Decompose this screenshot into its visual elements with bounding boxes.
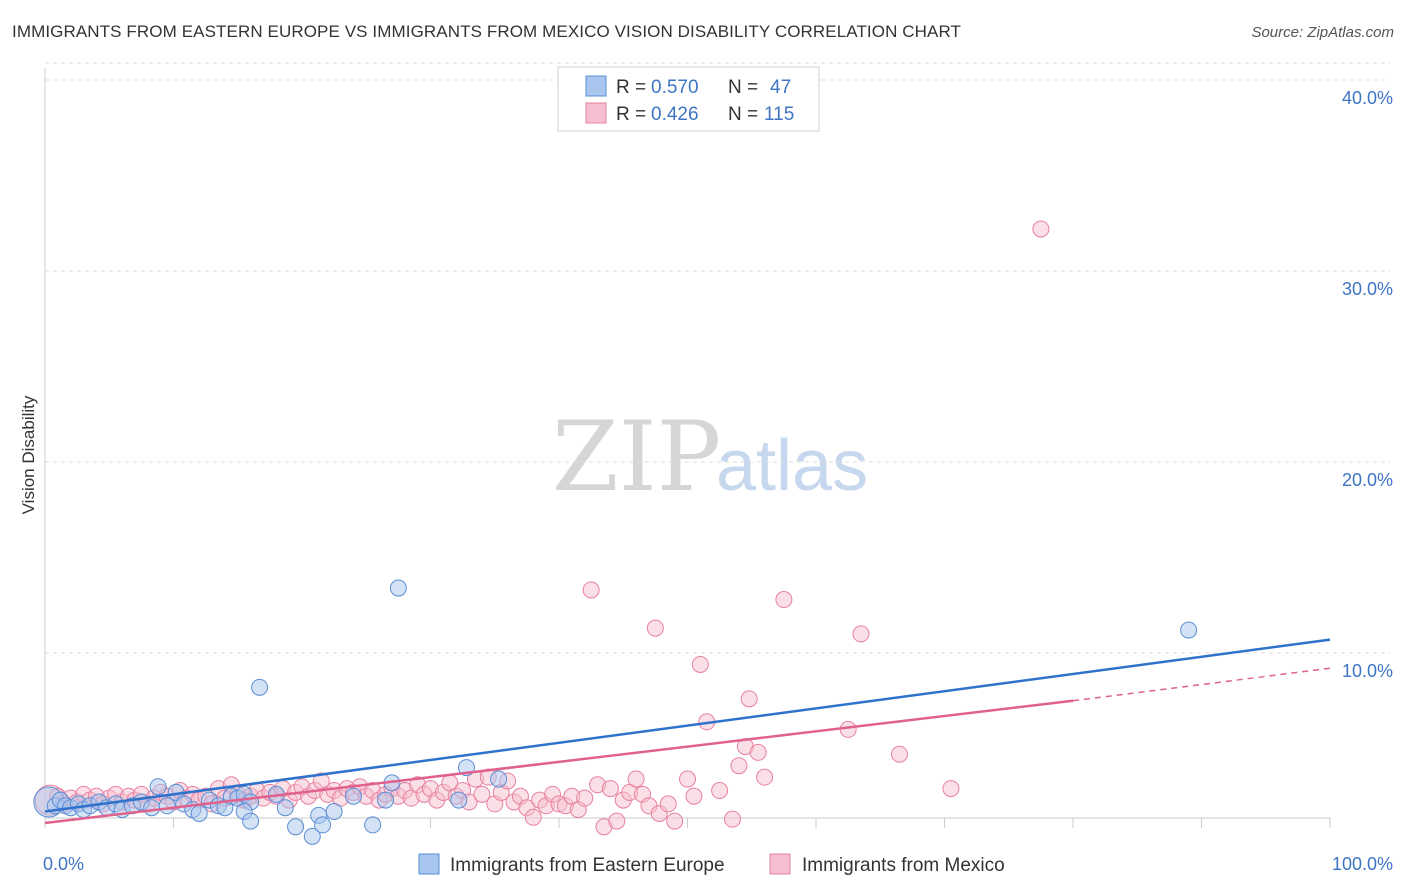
axes <box>44 68 1331 828</box>
point-mexico <box>601 780 619 798</box>
series-legend-swatch-pink <box>769 853 791 875</box>
source-label: Source: ZipAtlas.com <box>1251 24 1394 41</box>
point-eastern-europe <box>303 827 321 845</box>
point-eastern-europe <box>377 791 395 809</box>
point-eastern-europe <box>276 799 294 817</box>
point-eastern-europe <box>242 812 260 830</box>
point-eastern-europe <box>490 770 508 788</box>
legend-r-label-pink: R = <box>616 104 646 125</box>
point-mexico <box>756 768 774 786</box>
legend-n-value-pink: 115 <box>764 104 794 125</box>
point-mexico <box>852 625 870 643</box>
series-legend-label-mexico: Immigrants from Mexico <box>802 855 1005 876</box>
series-legend: Immigrants from Eastern Europe Immigrant… <box>418 853 1005 876</box>
point-mexico <box>685 787 703 805</box>
point-eastern-europe <box>149 778 167 796</box>
point-mexico <box>723 810 741 828</box>
point-mexico <box>627 770 645 788</box>
legend-r-value-blue: 0.570 <box>651 77 699 98</box>
point-mexico <box>473 785 491 803</box>
x-tick-label: 0.0% <box>43 854 84 874</box>
point-mexico <box>576 789 594 807</box>
point-mexico <box>582 581 600 599</box>
point-mexico <box>666 812 684 830</box>
legend-n-value-blue: 47 <box>770 77 791 98</box>
point-mexico <box>1032 220 1050 238</box>
point-mexico <box>524 808 542 826</box>
y-tick-label: 20.0% <box>1342 470 1393 490</box>
trendline-mexico-extension <box>1072 667 1331 702</box>
legend-swatch-blue <box>585 75 607 97</box>
point-mexico <box>749 743 767 761</box>
point-mexico <box>646 619 664 637</box>
watermark-zip: ZIP <box>552 401 721 513</box>
legend-n-label-pink: N = <box>728 104 758 125</box>
point-mexico <box>775 591 793 609</box>
series-eastern-europe-points <box>33 579 1198 845</box>
point-eastern-europe <box>344 787 362 805</box>
trendline-mexico <box>44 699 1074 825</box>
trendline-eastern-europe <box>44 638 1331 813</box>
point-mexico <box>740 690 758 708</box>
stats-legend: R = 0.570 N = 47 R = 0.426 N = 115 <box>557 66 820 132</box>
point-eastern-europe <box>389 579 407 597</box>
point-eastern-europe <box>143 799 161 817</box>
point-eastern-europe <box>325 803 343 821</box>
y-tick-label: 10.0% <box>1342 661 1393 681</box>
point-eastern-europe <box>364 816 382 834</box>
point-mexico <box>679 770 696 788</box>
point-eastern-europe <box>314 816 332 834</box>
trend-lines <box>44 638 1331 825</box>
y-tick-label: 40.0% <box>1342 88 1393 108</box>
point-eastern-europe <box>287 818 305 836</box>
point-mexico <box>608 812 626 830</box>
watermark-atlas: atlas <box>716 426 868 506</box>
y-tick-label: 30.0% <box>1342 279 1393 299</box>
chart-title: IMMIGRANTS FROM EASTERN EUROPE VS IMMIGR… <box>12 22 962 41</box>
point-eastern-europe <box>450 791 468 809</box>
point-eastern-europe <box>251 678 269 696</box>
series-mexico-points <box>34 220 1050 836</box>
gridlines <box>45 62 1390 654</box>
legend-r-label-blue: R = <box>616 77 646 98</box>
point-eastern-europe <box>1180 621 1198 639</box>
point-eastern-europe <box>190 804 208 822</box>
y-tick-labels: 10.0% 20.0% 30.0% 40.0% <box>1342 88 1393 681</box>
x-tick-label: 100.0% <box>1332 854 1393 874</box>
legend-swatch-pink <box>585 102 607 124</box>
point-mexico <box>711 782 729 800</box>
series-legend-label-eastern-europe: Immigrants from Eastern Europe <box>450 855 725 876</box>
series-legend-swatch-blue <box>418 853 440 875</box>
x-tick-labels: 0.0% 100.0% <box>43 854 1393 874</box>
point-mexico <box>691 655 709 673</box>
point-mexico <box>659 795 677 813</box>
y-axis-label: Vision Disability <box>19 395 38 514</box>
legend-r-value-pink: 0.426 <box>651 104 699 125</box>
watermark: ZIP atlas <box>552 401 868 513</box>
point-mexico <box>942 780 960 798</box>
point-mexico <box>730 757 748 775</box>
legend-n-label-blue: N = <box>728 77 758 98</box>
point-mexico <box>891 745 909 763</box>
